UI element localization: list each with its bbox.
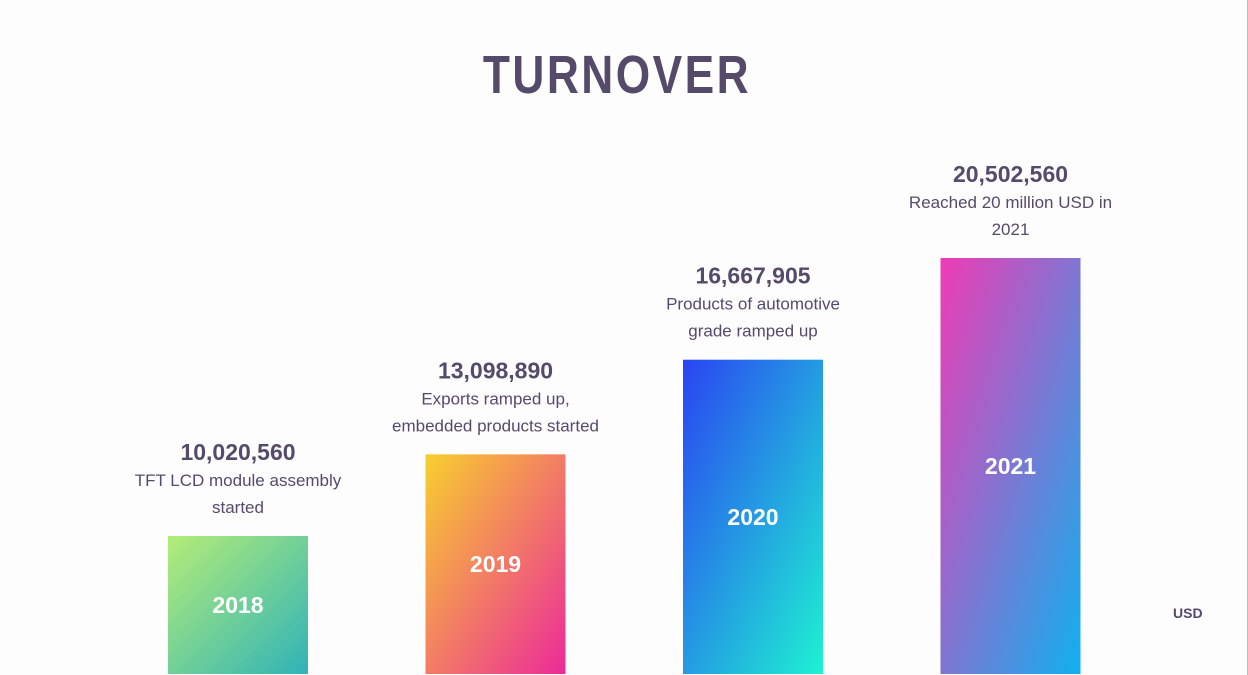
chart-title: TURNOVER [482, 45, 752, 105]
unit-label: USD [1173, 605, 1203, 621]
year-label: 2018 [212, 592, 263, 618]
annotation-line-2: embedded products started [392, 416, 599, 435]
value-label: 13,098,890 [438, 357, 553, 383]
bar-2021 [940, 258, 1081, 674]
year-label: 2021 [985, 453, 1036, 479]
bar-2020 [683, 359, 823, 674]
annotation-line-1: Reached 20 million USD in [909, 193, 1112, 212]
bar-2018 [168, 536, 308, 674]
annotation-line-1: Exports ramped up, [421, 389, 569, 408]
annotation-line-2: started [212, 498, 264, 517]
year-label: 2019 [470, 551, 521, 577]
year-label: 2020 [727, 504, 778, 530]
bar-2019 [425, 454, 566, 674]
annotation-line-2: grade ramped up [688, 322, 817, 341]
value-label: 10,020,560 [180, 439, 295, 465]
annotation-line-1: TFT LCD module assembly [135, 471, 342, 490]
annotation-line-1: Products of automotive [666, 295, 840, 314]
value-label: 16,667,905 [695, 263, 810, 289]
annotation-line-2: 2021 [992, 220, 1030, 239]
value-label: 20,502,560 [953, 161, 1068, 187]
